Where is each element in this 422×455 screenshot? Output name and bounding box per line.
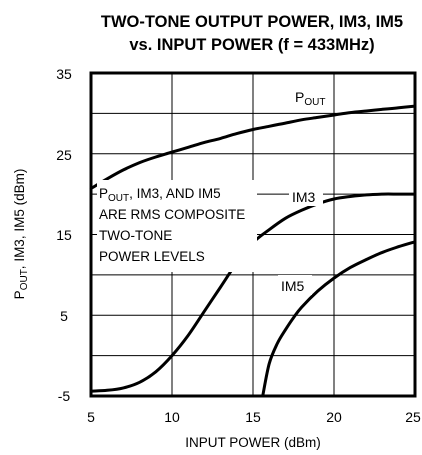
x-tick-label: 10	[164, 409, 180, 425]
chart-annotation: POUT, IM3, AND IM5 ARE RMS COMPOSITE TWO…	[97, 180, 257, 272]
y-axis-label: POUT, IM3, IM5 (dBm)	[12, 169, 30, 300]
annotation-line-3: TWO-TONE	[99, 228, 172, 243]
x-tick-label: 5	[87, 409, 95, 425]
series-label-im5: IM5	[281, 278, 305, 294]
y-tick-label: 35	[56, 66, 72, 82]
y-tick-label: 15	[56, 227, 72, 243]
series-line-im5	[261, 240, 417, 398]
y-tick-label: 25	[56, 147, 72, 163]
x-tick-label: 15	[245, 409, 261, 425]
x-tick-label: 25	[405, 409, 421, 425]
plot-frame	[89, 71, 417, 398]
chart-title-line-2: vs. INPUT POWER (f = 433MHz)	[129, 36, 374, 54]
chart-title-line-1: TWO-TONE OUTPUT POWER, IM3, IM5	[101, 13, 403, 31]
series-label-pout: POUT	[295, 89, 325, 108]
x-axis-label: INPUT POWER (dBm)	[185, 435, 321, 450]
annotation-line-2: ARE RMS COMPOSITE	[99, 207, 245, 222]
y-tick-label: -5	[58, 388, 71, 404]
x-tick-labels: 5 10 15 20 25	[87, 409, 421, 425]
x-tick-label: 20	[326, 409, 342, 425]
series-label-im3: IM3	[292, 189, 316, 205]
y-tick-label: 5	[60, 308, 68, 324]
series-line-pout	[89, 104, 417, 190]
annotation-line-4: POWER LEVELS	[99, 249, 205, 264]
y-tick-labels: 35 25 15 5 -5	[56, 66, 72, 404]
annotation-line-1: POUT, IM3, AND IM5	[99, 186, 221, 204]
series-labels: POUT IM3 IM5	[278, 86, 332, 295]
